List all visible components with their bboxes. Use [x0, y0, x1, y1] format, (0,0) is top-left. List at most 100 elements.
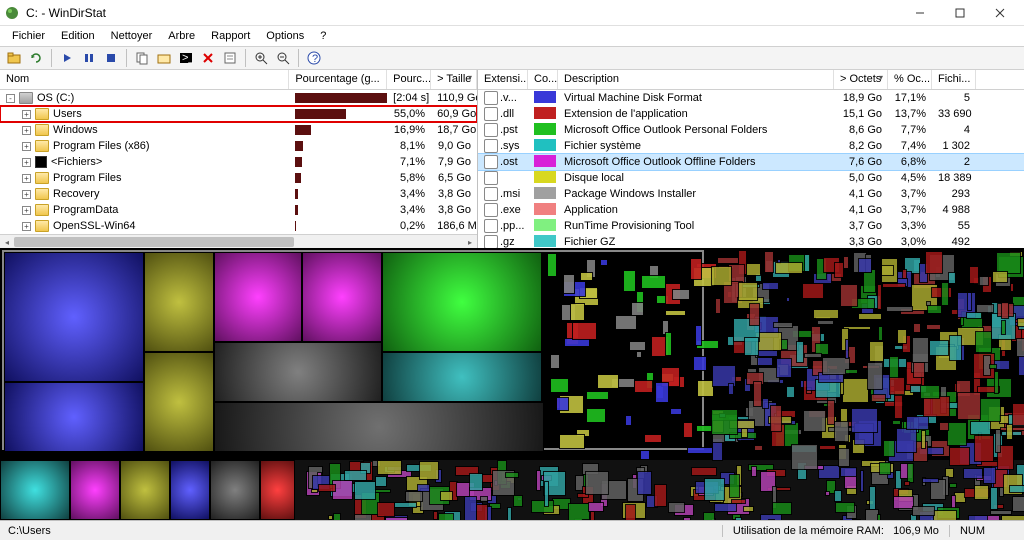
treemap-block[interactable]	[302, 252, 382, 342]
treemap-strip-block[interactable]	[70, 460, 120, 520]
treemap-block[interactable]	[144, 252, 214, 352]
open-icon[interactable]	[4, 48, 24, 68]
col-header[interactable]: > Taille	[431, 70, 477, 89]
h-scrollbar[interactable]: ◂ ▸	[0, 234, 477, 248]
col-header[interactable]: % Oc...	[888, 70, 932, 89]
filetype-icon	[484, 203, 498, 217]
treemap-strip-block[interactable]	[120, 460, 170, 520]
treemap-strip-block[interactable]	[0, 460, 70, 520]
expand-icon[interactable]: +	[22, 110, 31, 119]
ext-row[interactable]: .pp...RunTime Provisioning Tool3,7 Go3,3…	[478, 218, 1024, 234]
tree-row[interactable]: +Windows16,9%18,7 Go	[0, 122, 477, 138]
ext-row[interactable]: .pstMicrosoft Office Outlook Personal Fo…	[478, 122, 1024, 138]
treemap-strip-block[interactable]	[170, 460, 210, 520]
treemap-block[interactable]	[214, 342, 382, 402]
menu-arbre[interactable]: Arbre	[160, 28, 203, 44]
col-header[interactable]: Pourcentage (g...	[289, 70, 387, 89]
ext-files: 33 690	[932, 107, 976, 121]
copy-icon[interactable]	[132, 48, 152, 68]
tree-row[interactable]: -OS (C:)[2:04 s]110,9 Go	[0, 90, 477, 106]
play-icon[interactable]	[57, 48, 77, 68]
explorer-icon[interactable]	[154, 48, 174, 68]
treemap-strip-block[interactable]	[210, 460, 260, 520]
ext-row[interactable]: .v...Virtual Machine Disk Format18,9 Go1…	[478, 90, 1024, 106]
menu-fichier[interactable]: Fichier	[4, 28, 53, 44]
color-swatch	[534, 187, 556, 199]
expand-icon[interactable]: +	[22, 158, 31, 167]
expand-icon[interactable]: +	[22, 142, 31, 151]
treemap-block[interactable]	[4, 252, 144, 382]
ext-row[interactable]: .msiPackage Windows Installer4,1 Go3,7%2…	[478, 186, 1024, 202]
tree-row[interactable]: +Recovery3,4%3,8 Go	[0, 186, 477, 202]
maximize-button[interactable]	[940, 0, 980, 26]
treemap-block[interactable]	[4, 382, 144, 452]
expand-icon[interactable]: +	[22, 174, 31, 183]
col-header[interactable]: Pourc...	[387, 70, 431, 89]
close-button[interactable]	[980, 0, 1020, 26]
ext-row[interactable]: .dllExtension de l'application15,1 Go13,…	[478, 106, 1024, 122]
item-name: Program Files (x86)	[53, 140, 150, 152]
col-header[interactable]: Co...	[528, 70, 558, 89]
tree-row[interactable]: +Program Files5,8%6,5 Go	[0, 170, 477, 186]
expand-icon[interactable]: +	[22, 190, 31, 199]
delete-icon[interactable]	[198, 48, 218, 68]
cmd-icon[interactable]: >_	[176, 48, 196, 68]
col-header[interactable]: Extensi...	[478, 70, 528, 89]
treemap-block[interactable]	[382, 352, 542, 402]
treemap-block[interactable]	[214, 402, 544, 452]
treemap-block[interactable]	[214, 252, 302, 342]
col-header[interactable]: Description	[558, 70, 834, 89]
treemap-strip-block[interactable]	[260, 460, 295, 520]
treemap[interactable]	[0, 248, 1024, 520]
zoom-out-icon[interactable]	[273, 48, 293, 68]
stop-icon[interactable]	[101, 48, 121, 68]
ext-desc: Fichier GZ	[558, 235, 834, 248]
ext-row[interactable]: .exeApplication4,1 Go3,7%4 988	[478, 202, 1024, 218]
expand-icon[interactable]: +	[22, 206, 31, 215]
zoom-in-icon[interactable]	[251, 48, 271, 68]
treemap-block[interactable]	[144, 352, 214, 452]
drive-icon	[19, 92, 33, 104]
menu-edition[interactable]: Edition	[53, 28, 103, 44]
col-header[interactable]: Fichi...	[932, 70, 976, 89]
minimize-button[interactable]	[900, 0, 940, 26]
tree-header[interactable]: NomPourcentage (g...Pourc...> Taille	[0, 70, 477, 90]
properties-icon[interactable]	[220, 48, 240, 68]
percent-value: 8,1%	[387, 139, 431, 153]
tree-row[interactable]: +Users55,0%60,9 Go	[0, 106, 477, 122]
ext-label: .exe	[500, 204, 521, 216]
ext-label: .ost	[500, 156, 518, 168]
ext-row[interactable]: Disque local5,0 Go4,5%18 389	[478, 170, 1024, 186]
scroll-right-icon[interactable]: ▸	[463, 235, 477, 248]
tree-row[interactable]: +Program Files (x86)8,1%9,0 Go	[0, 138, 477, 154]
refresh-icon[interactable]	[26, 48, 46, 68]
tree-row[interactable]: +OpenSSL-Win640,2%186,6 Mo	[0, 218, 477, 234]
treemap-block[interactable]	[382, 252, 542, 352]
ext-row[interactable]: .ostMicrosoft Office Outlook Offline Fol…	[478, 154, 1024, 170]
item-name: Program Files	[53, 172, 121, 184]
ext-pct: 3,7%	[888, 203, 932, 217]
directory-tree-pane: NomPourcentage (g...Pourc...> Taille -OS…	[0, 70, 478, 248]
col-header[interactable]: > Octets	[834, 70, 888, 89]
ext-row[interactable]: .sysFichier système8,2 Go7,4%1 302	[478, 138, 1024, 154]
treemap-selection[interactable]	[2, 250, 704, 450]
tree-row[interactable]: +ProgramData3,4%3,8 Go	[0, 202, 477, 218]
help-icon[interactable]: ?	[304, 48, 324, 68]
expand-icon[interactable]: -	[6, 94, 15, 103]
tree-row[interactable]: +<Fichiers>7,1%7,9 Go	[0, 154, 477, 170]
scroll-left-icon[interactable]: ◂	[0, 235, 14, 248]
expand-icon[interactable]: +	[22, 126, 31, 135]
menu-nettoyer[interactable]: Nettoyer	[103, 28, 161, 44]
menu-options[interactable]: Options	[258, 28, 312, 44]
expand-icon[interactable]: +	[22, 222, 31, 231]
treemap-strip[interactable]	[0, 460, 1024, 520]
menu-rapport[interactable]: Rapport	[203, 28, 258, 44]
col-header[interactable]: Nom	[0, 70, 289, 89]
ext-pct: 6,8%	[888, 155, 932, 169]
ext-header[interactable]: Extensi...Co...Description> Octets% Oc..…	[478, 70, 1024, 90]
ext-row[interactable]: .gzFichier GZ3,3 Go3,0%492	[478, 234, 1024, 248]
scroll-thumb[interactable]	[14, 237, 294, 247]
pause-icon[interactable]	[79, 48, 99, 68]
ext-files: 4	[932, 123, 976, 137]
menu-?[interactable]: ?	[312, 28, 334, 44]
